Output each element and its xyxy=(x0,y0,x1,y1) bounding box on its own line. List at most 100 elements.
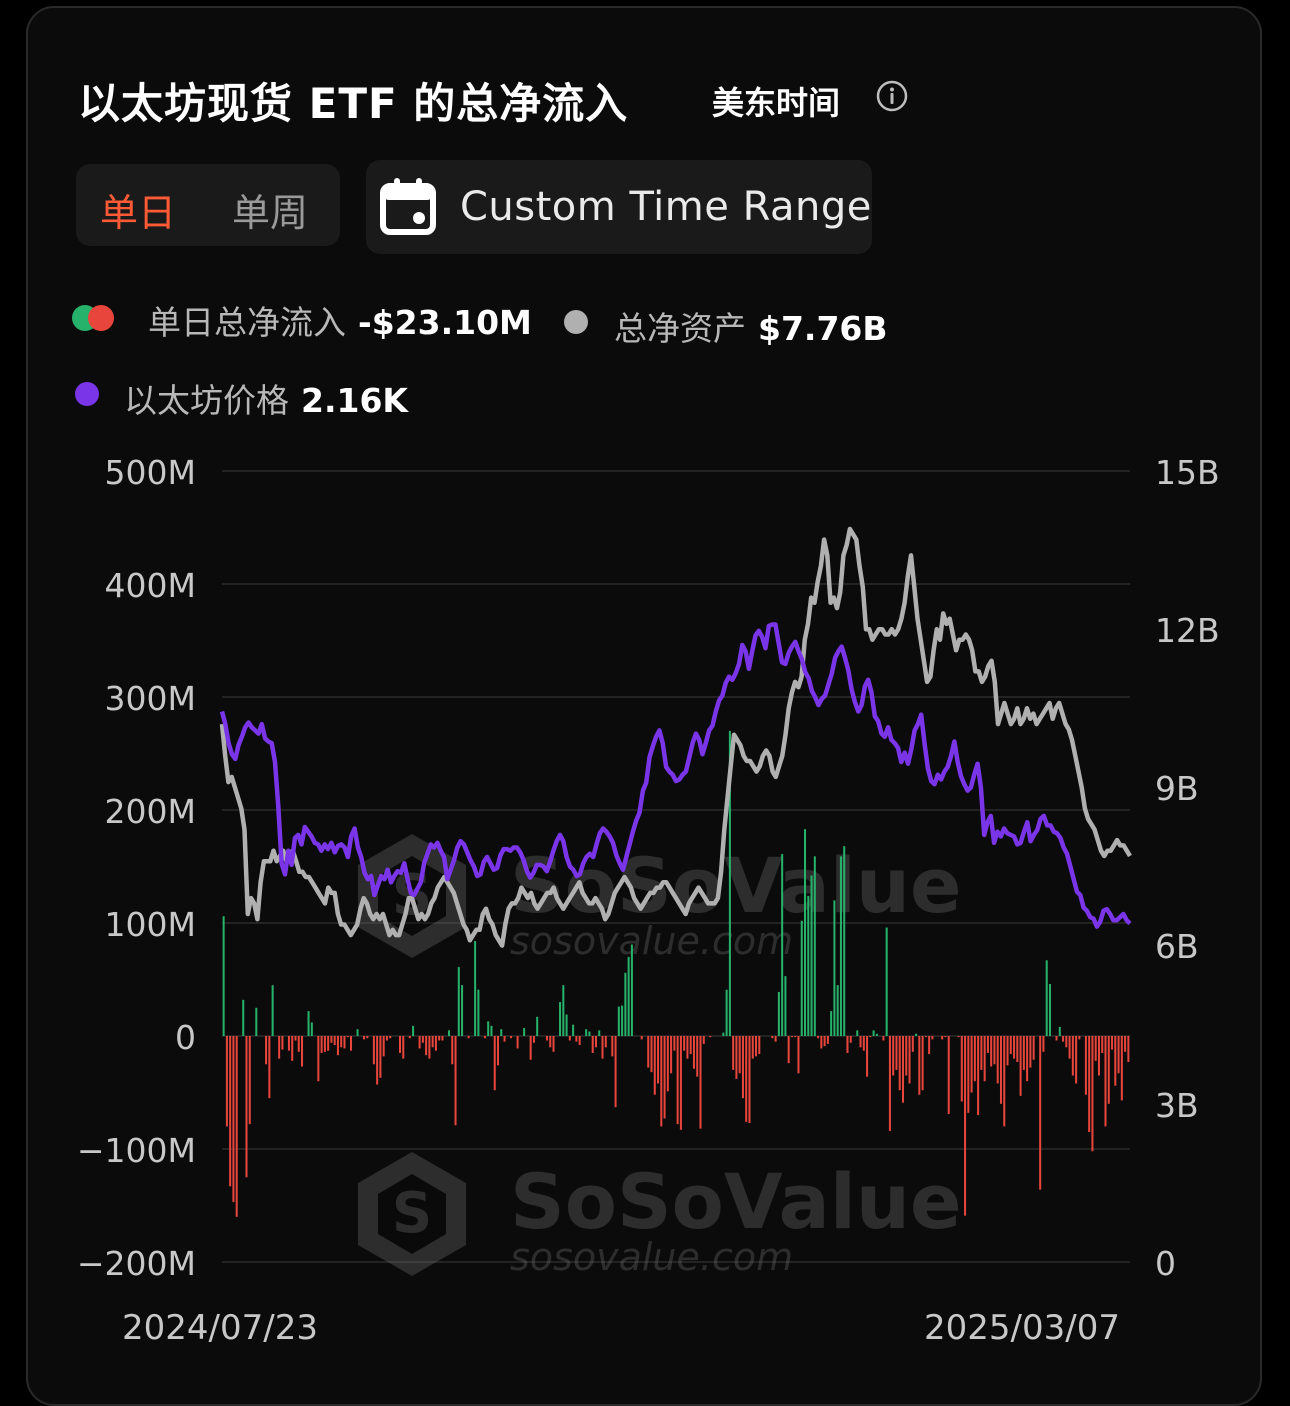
flow-bar xyxy=(901,1036,905,1103)
flow-bar xyxy=(702,1036,705,1044)
flow-bar xyxy=(467,1036,470,1039)
flow-bar xyxy=(307,1011,310,1036)
flow-bar xyxy=(1101,1036,1104,1053)
flow-bar xyxy=(980,1036,983,1070)
flow-bar xyxy=(496,1036,500,1066)
y-right-tick-15b: 15B xyxy=(1155,453,1220,492)
y-left-tick-400m: 400M xyxy=(104,566,196,605)
watermark-brand-bottom: SoSoValue xyxy=(510,1157,962,1246)
flow-bar xyxy=(372,1036,375,1065)
flow-bar xyxy=(993,1036,996,1065)
flow-bar xyxy=(287,1036,290,1051)
flow-bar xyxy=(428,1036,431,1059)
flow-bar xyxy=(1003,1036,1006,1127)
flow-bar xyxy=(222,916,225,1036)
watermark-site-top: sosovalue.com xyxy=(510,919,793,963)
flow-bar xyxy=(787,1036,790,1064)
flow-bar xyxy=(924,1036,927,1038)
flow-bar xyxy=(895,1036,898,1070)
flow-bar xyxy=(340,1036,343,1048)
flow-bar xyxy=(810,875,813,1036)
flow-bar xyxy=(598,1030,601,1036)
flow-bar xyxy=(804,829,807,1036)
flow-bar xyxy=(503,1036,506,1042)
info-icon[interactable] xyxy=(876,80,908,112)
flow-bar xyxy=(474,941,477,1036)
flow-bar xyxy=(784,976,787,1036)
flow-bar xyxy=(758,1036,761,1055)
flow-bar xyxy=(1026,1036,1029,1082)
flow-bar xyxy=(856,1030,859,1036)
flow-bar xyxy=(578,1036,581,1046)
flow-bar xyxy=(928,1036,931,1055)
flow-bar xyxy=(686,1036,689,1059)
custom-time-range-button[interactable]: Custom Time Range xyxy=(366,160,872,254)
tab-weekly[interactable]: 单周 xyxy=(232,191,309,235)
flow-bar xyxy=(692,1036,695,1069)
flow-bar xyxy=(748,1036,751,1124)
flow-bar xyxy=(875,1033,878,1036)
flow-bar xyxy=(245,1036,248,1178)
legend-daily-label: 单日总净流入 xyxy=(148,303,346,342)
y-right-tick-0: 0 xyxy=(1155,1244,1176,1283)
y-left-tick-200m: 200M xyxy=(104,792,196,831)
flow-bar xyxy=(421,1036,424,1043)
flow-bar xyxy=(461,985,464,1036)
flow-bar xyxy=(594,1036,597,1048)
flow-bar xyxy=(892,1036,895,1076)
flow-bar xyxy=(1029,1036,1032,1068)
flow-bar xyxy=(823,1036,826,1047)
flow-bar xyxy=(973,1036,976,1082)
flow-bar xyxy=(774,1036,777,1042)
flow-bar xyxy=(836,985,839,1036)
flow-bar xyxy=(807,895,810,1036)
flow-bar xyxy=(820,1036,823,1049)
legend-assets-label: 总净资产 xyxy=(614,309,746,348)
watermark-logo-bottom: S xyxy=(358,1152,466,1276)
flow-bar xyxy=(915,1033,918,1036)
flow-bar xyxy=(271,985,274,1036)
flow-bar xyxy=(398,1036,402,1053)
flow-bar xyxy=(1117,1036,1120,1074)
flow-bar xyxy=(229,1036,232,1187)
flow-bar xyxy=(728,730,731,1036)
flow-bar xyxy=(278,1036,281,1059)
flow-bar xyxy=(921,1036,924,1091)
daily-flow-bars xyxy=(222,730,1130,1217)
flow-bar xyxy=(317,1036,320,1082)
flow-bar xyxy=(725,989,728,1036)
y-left-tick-neg200m: −200M xyxy=(76,1244,196,1283)
legend-daily: 单日总净流入 -$23.10M xyxy=(148,296,532,344)
flow-bar xyxy=(817,1036,820,1039)
flow-bar xyxy=(1114,1036,1117,1086)
flow-bar xyxy=(670,1036,673,1074)
y-left-tick-500m: 500M xyxy=(104,453,196,492)
flow-bar xyxy=(1104,1036,1107,1127)
flow-bar xyxy=(310,1022,313,1036)
flow-bar xyxy=(663,1036,666,1119)
flow-bar xyxy=(1068,1036,1071,1059)
flow-bar xyxy=(699,1036,702,1129)
flow-bar xyxy=(1111,1036,1114,1050)
flow-bar xyxy=(660,1036,663,1127)
flow-bar xyxy=(500,1029,503,1036)
flow-bar xyxy=(745,1036,748,1122)
flow-bar xyxy=(673,1036,676,1051)
flow-bar xyxy=(794,1036,797,1038)
flow-bar xyxy=(559,1002,562,1036)
flow-bar xyxy=(343,1036,346,1049)
flow-bar xyxy=(964,1036,967,1216)
flow-bar xyxy=(722,1032,725,1036)
flow-bar xyxy=(565,1014,568,1036)
flow-bar xyxy=(1013,1036,1016,1059)
flow-bar xyxy=(493,1036,496,1091)
flow-bar xyxy=(657,1036,660,1084)
legend-red-dot xyxy=(88,305,114,331)
flow-bar xyxy=(1127,1036,1130,1062)
flow-bar xyxy=(741,1036,744,1099)
tab-daily[interactable]: 单日 xyxy=(100,191,177,235)
flow-bar xyxy=(536,1016,539,1036)
flow-bar xyxy=(771,1036,774,1039)
flow-bar xyxy=(683,1036,686,1051)
